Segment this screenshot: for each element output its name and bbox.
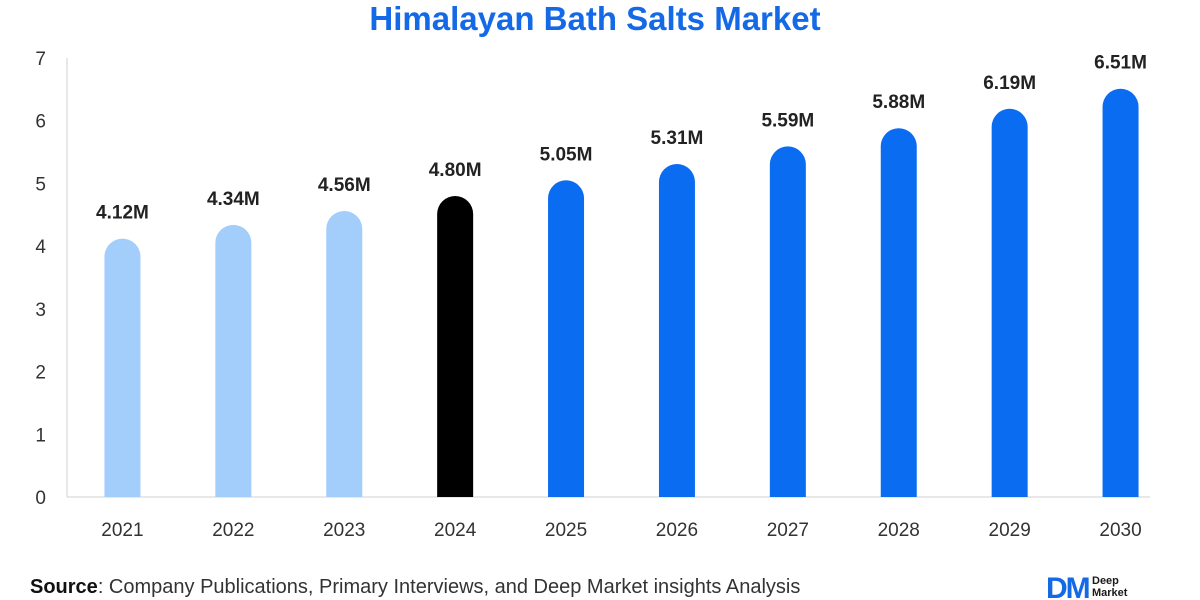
y-tick-label: 7 <box>35 49 46 70</box>
data-label-2029: 6.19M <box>983 73 1036 94</box>
y-axis-ticks: 0 1 2 3 4 5 6 7 <box>35 49 46 509</box>
logo-line-2: Market <box>1092 587 1128 599</box>
data-label-2022: 4.34M <box>207 189 260 210</box>
bar-series <box>104 88 1139 498</box>
x-tick-label-2025: 2025 <box>545 520 587 541</box>
y-tick-label: 6 <box>35 112 46 133</box>
y-tick-label: 3 <box>35 300 46 321</box>
bar-2026 <box>658 163 695 498</box>
y-tick-label: 4 <box>35 237 46 258</box>
y-tick-label: 1 <box>35 425 46 446</box>
x-tick-label-2022: 2022 <box>212 520 254 541</box>
source-text: : Company Publications, Primary Intervie… <box>97 576 801 598</box>
bar-2027 <box>769 146 806 498</box>
data-label-2025: 5.05M <box>540 144 593 165</box>
chart-title: Himalayan Bath Salts Market <box>369 0 821 37</box>
bar-2030 <box>1102 88 1139 497</box>
bar-2023 <box>326 211 363 497</box>
data-label-2021: 4.12M <box>96 203 149 224</box>
data-label-2023: 4.56M <box>318 175 371 196</box>
logo-line-1: Deep <box>1092 575 1119 587</box>
bar-2025 <box>548 180 585 497</box>
data-labels: 4.12M 4.34M 4.56M 4.80M 5.05M 5.31M 5.59M 5.88M… <box>96 53 1147 224</box>
x-tick-label-2023: 2023 <box>323 520 365 541</box>
x-tick-label-2028: 2028 <box>878 520 920 541</box>
bar-2024 <box>437 195 474 497</box>
x-axis-ticks: 2021 2022 2023 2024 2025 2026 2027 2028 2029 2030 <box>101 520 1141 541</box>
x-tick-label-2029: 2029 <box>989 520 1031 541</box>
bar-2021 <box>104 238 141 497</box>
bar-2029 <box>991 108 1028 497</box>
logo-mark: DM <box>1046 572 1091 600</box>
logo-text: Deep Market <box>1092 575 1127 599</box>
x-tick-label-2027: 2027 <box>767 520 809 541</box>
x-tick-label-2024: 2024 <box>434 520 477 541</box>
source-note: Source: Company Publications, Primary In… <box>30 576 800 599</box>
data-label-2024: 4.80M <box>429 160 482 181</box>
y-tick-label: 5 <box>35 174 46 195</box>
x-tick-label-2021: 2021 <box>101 520 143 541</box>
data-label-2030: 6.51M <box>1094 53 1147 74</box>
bar-2022 <box>215 224 252 497</box>
y-tick-label: 0 <box>35 488 46 509</box>
data-label-2027: 5.59M <box>761 110 814 131</box>
data-label-2028: 5.88M <box>872 92 925 113</box>
source-label: Source <box>30 576 98 598</box>
deep-market-logo: DM Deep Market <box>1046 572 1196 600</box>
x-tick-label-2026: 2026 <box>656 520 698 541</box>
data-label-2026: 5.31M <box>651 128 704 149</box>
y-tick-label: 2 <box>35 363 46 384</box>
x-tick-label-2030: 2030 <box>1099 520 1141 541</box>
bar-2028 <box>880 128 917 498</box>
